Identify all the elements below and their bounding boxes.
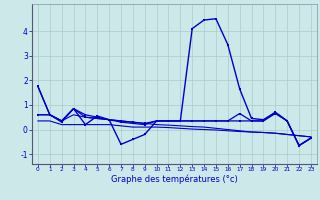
X-axis label: Graphe des températures (°c): Graphe des températures (°c) [111, 175, 238, 184]
